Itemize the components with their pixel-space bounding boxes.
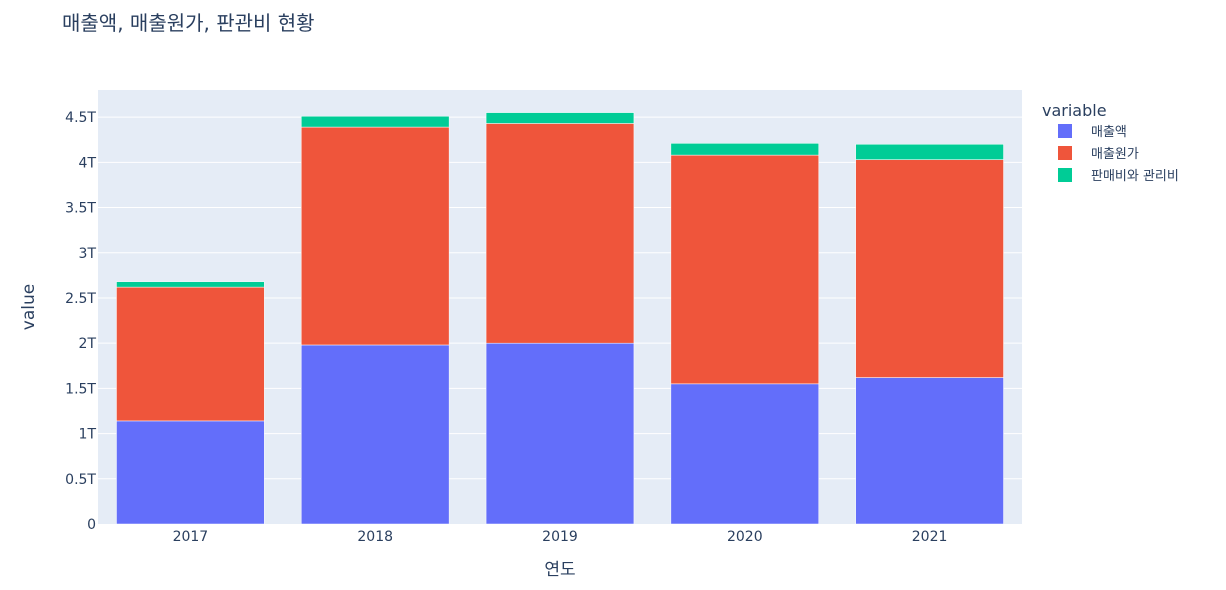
y-tick-label: 3T	[79, 246, 97, 262]
y-tick-label: 1.5T	[65, 381, 96, 397]
x-axis-title: 연도	[544, 560, 575, 580]
legend-label: 매출액	[1091, 125, 1127, 140]
bar-2019-series-1	[485, 123, 635, 344]
bar-2020-series-1	[670, 154, 819, 385]
legend-item[interactable]: 매출원가	[1058, 146, 1139, 162]
bar-2020-series-0	[670, 383, 819, 525]
y-tick-label: 4T	[79, 155, 97, 171]
bar-2021-series-2	[855, 144, 1004, 160]
bar-2017-series-2	[116, 281, 265, 288]
legend-title: variable	[1042, 101, 1107, 120]
bar-2021-series-1	[855, 159, 1004, 378]
legend-label: 매출원가	[1091, 147, 1139, 162]
legend-swatch	[1058, 168, 1072, 182]
x-axis-ticks: 2017 2018 2019 2020 2021	[173, 529, 948, 545]
x-tick-label: 2019	[542, 529, 578, 545]
bar-2018-series-0	[301, 344, 450, 525]
bar-2020-series-2	[670, 143, 819, 156]
x-tick-label: 2018	[357, 529, 393, 545]
y-axis-title: value	[19, 284, 39, 330]
bar-2021-series-0	[855, 377, 1004, 525]
y-tick-label: 2.5T	[65, 291, 96, 307]
y-tick-label: 0	[87, 517, 96, 533]
chart-title: 매출액, 매출원가, 판관비 현황	[62, 11, 315, 35]
bar-2019-series-0	[485, 342, 635, 525]
y-tick-label: 4.5T	[65, 110, 96, 126]
bar-2019-series-2	[485, 112, 635, 124]
bars	[116, 112, 1004, 525]
y-tick-label: 3.5T	[65, 201, 96, 217]
legend-label: 판매비와 관리비	[1091, 169, 1179, 184]
bar-2017-series-1	[116, 286, 265, 422]
legend-item[interactable]: 판매비와 관리비	[1058, 168, 1179, 184]
legend-item[interactable]: 매출액	[1058, 124, 1127, 140]
y-axis-ticks: 0 0.5T 1T 1.5T 2T 2.5T 3T 3.5T 4T 4.5T	[65, 110, 96, 533]
legend-swatch	[1058, 146, 1072, 160]
x-tick-label: 2021	[912, 529, 948, 545]
y-tick-label: 2T	[79, 336, 97, 352]
x-tick-label: 2017	[173, 529, 209, 545]
bar-2018-series-2	[301, 115, 450, 128]
bar-2018-series-1	[301, 126, 450, 346]
legend-swatch	[1058, 124, 1072, 138]
bar-2017-series-0	[116, 420, 265, 525]
y-tick-label: 0.5T	[65, 472, 96, 488]
x-tick-label: 2020	[727, 529, 763, 545]
y-tick-label: 1T	[79, 427, 97, 443]
